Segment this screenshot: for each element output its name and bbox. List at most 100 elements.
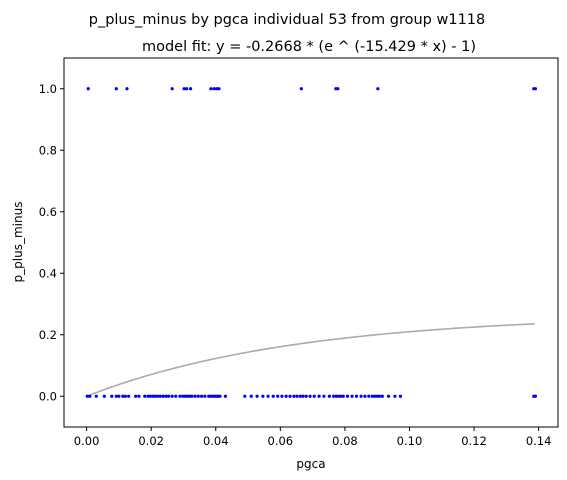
x-tick-label: 0.10 <box>397 434 423 448</box>
data-point <box>386 394 391 398</box>
data-point <box>317 394 321 398</box>
y-tick-label: 0.4 <box>39 266 57 280</box>
x-axis-label: pgca <box>296 457 325 471</box>
data-point <box>193 394 197 398</box>
y-tick-label: 0.8 <box>39 143 57 157</box>
data-point <box>164 394 168 398</box>
data-point <box>298 394 302 398</box>
data-point <box>288 394 292 398</box>
data-point <box>354 394 359 398</box>
data-point <box>398 394 403 398</box>
data-point <box>295 394 299 398</box>
data-point <box>322 394 326 398</box>
data-point <box>181 394 185 398</box>
data-point <box>299 87 303 91</box>
data-point <box>148 394 152 398</box>
data-point <box>207 394 211 398</box>
data-point <box>359 394 363 398</box>
chart-title: p_plus_minus by pgca individual 53 from … <box>89 12 486 28</box>
data-point <box>209 87 213 91</box>
data-point <box>110 394 114 398</box>
x-tick-label: 0.06 <box>268 434 294 448</box>
data-point <box>533 87 537 91</box>
data-point <box>86 87 90 91</box>
data-point <box>196 394 200 398</box>
data-point <box>350 394 354 398</box>
data-point <box>153 394 157 398</box>
data-point <box>336 394 341 398</box>
data-point <box>158 394 162 398</box>
data-point <box>370 394 374 398</box>
data-point <box>327 394 332 398</box>
data-point <box>187 394 192 398</box>
data-point <box>261 394 265 398</box>
points-layer <box>85 87 537 398</box>
data-point <box>341 394 345 398</box>
data-point <box>134 394 138 398</box>
data-point <box>373 394 377 398</box>
data-point <box>376 87 380 91</box>
x-tick-label: 0.14 <box>526 434 552 448</box>
data-point <box>123 394 127 398</box>
data-point <box>312 394 316 398</box>
x-tick-label: 0.12 <box>461 434 487 448</box>
y-tick-label: 0.0 <box>39 389 57 403</box>
data-point <box>377 394 382 398</box>
data-point <box>146 394 150 398</box>
data-point <box>332 394 336 398</box>
data-point <box>218 394 222 398</box>
data-point <box>199 394 204 398</box>
data-point <box>375 394 379 398</box>
data-point <box>301 394 305 398</box>
data-point <box>339 394 343 398</box>
data-point <box>174 394 178 398</box>
data-point <box>117 394 121 398</box>
x-tick-label: 0.02 <box>138 434 164 448</box>
plot-area <box>63 57 559 428</box>
data-point <box>190 394 194 398</box>
data-point <box>533 394 537 398</box>
data-point <box>85 394 89 398</box>
data-point <box>114 394 118 398</box>
data-point <box>215 87 219 91</box>
data-point <box>223 394 228 398</box>
data-point <box>188 87 193 91</box>
data-point <box>363 394 367 398</box>
data-point <box>292 394 296 398</box>
data-point <box>88 394 92 398</box>
data-point <box>266 394 270 398</box>
data-point <box>249 394 253 398</box>
data-point <box>209 394 213 398</box>
data-point <box>161 394 165 398</box>
data-point <box>125 87 129 91</box>
data-point <box>182 87 186 91</box>
y-axis-label: p_plus_minus <box>11 202 25 283</box>
y-axis-ticks: 0.0 0.2 0.4 0.6 0.8 1.0 <box>39 82 64 403</box>
data-point <box>170 87 174 91</box>
data-point <box>304 394 308 398</box>
data-point <box>151 394 155 398</box>
data-point <box>126 394 131 398</box>
data-point <box>255 394 259 398</box>
data-point <box>183 394 187 398</box>
data-point <box>212 87 216 91</box>
data-point <box>114 87 118 91</box>
data-point <box>345 394 350 398</box>
data-point <box>308 394 312 398</box>
data-point <box>336 87 340 91</box>
data-point <box>143 394 147 398</box>
data-point <box>178 394 182 398</box>
x-tick-label: 0.00 <box>74 434 100 448</box>
data-point <box>121 394 125 398</box>
data-point <box>137 394 141 398</box>
x-axis-ticks: 0.00 0.02 0.04 0.06 0.08 0.10 0.12 0.14 <box>74 427 552 448</box>
chart-subtitle: model fit: y = -0.2668 * (e ^ (-15.429 *… <box>142 39 476 55</box>
x-tick-label: 0.08 <box>332 434 358 448</box>
data-point <box>167 394 171 398</box>
data-point <box>284 394 288 398</box>
y-tick-label: 1.0 <box>39 82 57 96</box>
data-point <box>367 394 371 398</box>
axes-frame <box>63 57 559 428</box>
